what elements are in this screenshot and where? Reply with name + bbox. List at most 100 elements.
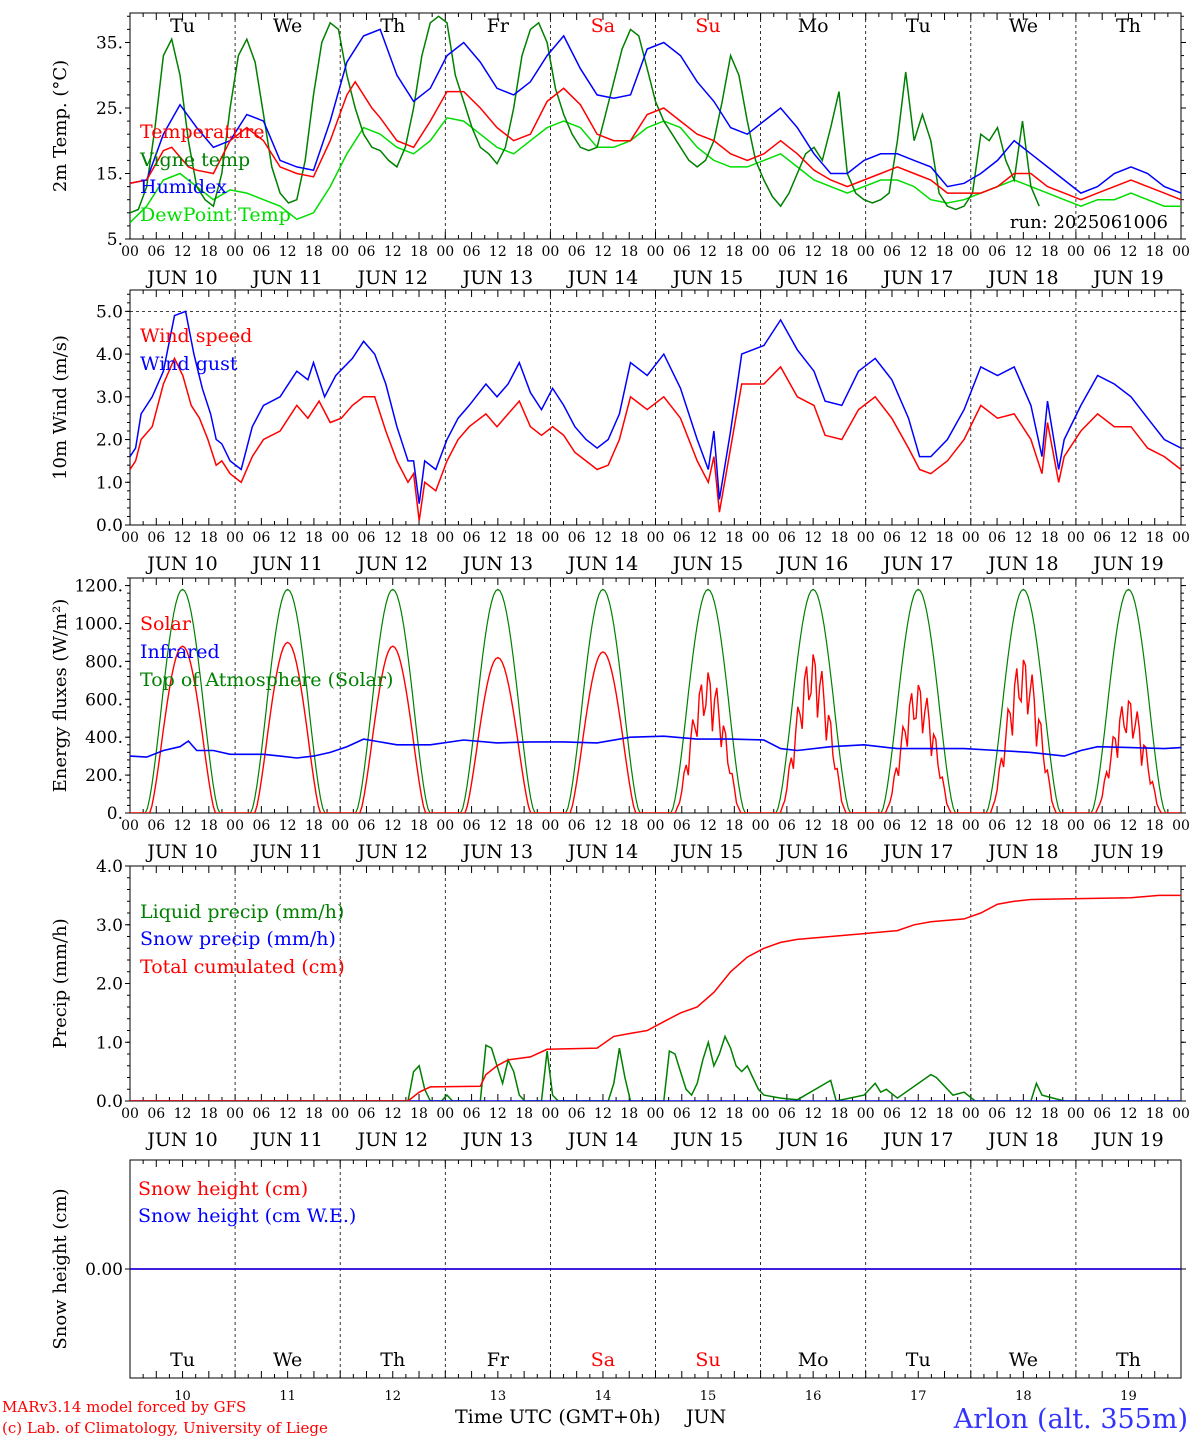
y-tick-label: 5. (107, 230, 123, 250)
y-tick-label: 2.0 (96, 431, 123, 451)
legend-entry: Top of Atmosphere (Solar) (140, 669, 393, 691)
day-number-label: 10 (174, 1389, 191, 1404)
hour-tick-label: 12 (1014, 818, 1032, 834)
day-name-label: Su (695, 1349, 720, 1371)
legend-entry: Temperature (140, 121, 264, 143)
station-label: Arlon (alt. 355m) (953, 1404, 1188, 1435)
hour-tick-label: 18 (410, 818, 428, 834)
y-tick-label: 0. (107, 804, 123, 824)
y-tick-label: 0.0 (96, 1092, 123, 1112)
hour-tick-label: 06 (147, 818, 165, 834)
date-label: JUN 16 (776, 267, 848, 289)
hour-tick-label: 06 (1093, 244, 1111, 260)
day-name-label: Tu (906, 1349, 931, 1371)
hour-tick-label: 00 (1067, 818, 1085, 834)
hour-tick-label: 06 (1093, 530, 1111, 546)
day-name-label: Th (380, 1349, 405, 1371)
hour-tick-label: 00 (541, 530, 559, 546)
day-name-label: Sa (591, 1349, 615, 1371)
date-label: JUN 15 (671, 267, 743, 289)
date-label: JUN 17 (881, 841, 953, 863)
y-axis-label: 2m Temp. (°C) (50, 60, 71, 192)
hour-tick-label: 06 (358, 1106, 376, 1122)
hour-tick-label: 00 (752, 1106, 770, 1122)
series-group (130, 310, 1181, 521)
y-tick-label: 3.0 (96, 388, 123, 408)
hour-tick-label: 00 (647, 818, 665, 834)
date-label: JUN 12 (356, 841, 428, 863)
hour-tick-label: 06 (778, 1106, 796, 1122)
y-tick-label: 4.0 (96, 345, 123, 365)
hour-tick-label: 18 (725, 818, 743, 834)
hour-tick-label: 06 (568, 244, 586, 260)
y-tick-label: 3.0 (96, 916, 123, 936)
hour-tick-label: 12 (174, 818, 192, 834)
hour-tick-label: 18 (410, 530, 428, 546)
hour-tick-label: 00 (1067, 1106, 1085, 1122)
hour-tick-label: 06 (358, 818, 376, 834)
hour-tick-label: 00 (962, 244, 980, 260)
hour-tick-label: 12 (804, 1106, 822, 1122)
date-label: JUN 16 (776, 1129, 848, 1151)
hour-tick-label: 12 (909, 1106, 927, 1122)
y-tick-label: 0.00 (85, 1260, 123, 1280)
day-number-label: 15 (700, 1389, 717, 1404)
hour-tick-label: 00 (1172, 818, 1190, 834)
hour-tick-label: 06 (883, 244, 901, 260)
y-tick-label: 25. (96, 99, 123, 119)
hour-tick-label: 18 (200, 244, 218, 260)
date-label: JUN 17 (881, 553, 953, 575)
hour-tick-label: 00 (752, 244, 770, 260)
date-label: JUN 18 (986, 1129, 1058, 1151)
hour-tick-label: 06 (252, 244, 270, 260)
hour-tick-label: 18 (200, 818, 218, 834)
hour-tick-label: 06 (147, 530, 165, 546)
date-label: JUN 18 (986, 841, 1058, 863)
hour-tick-label: 18 (515, 1106, 533, 1122)
day-name-label: Tu (906, 15, 931, 37)
y-axis-label: Precip (mm/h) (50, 918, 71, 1048)
hour-tick-label: 18 (1041, 818, 1059, 834)
y-tick-label: 1.0 (96, 473, 123, 493)
x-axis-label: Time UTC (GMT+0h) (455, 1406, 661, 1428)
hour-tick-label: 12 (804, 530, 822, 546)
hour-tick-label: 12 (594, 1106, 612, 1122)
hour-tick-label: 06 (252, 1106, 270, 1122)
day-name-label: We (1009, 15, 1038, 37)
date-label: JUN 10 (145, 267, 217, 289)
date-label: JUN 10 (145, 841, 217, 863)
day-name-label: Su (695, 15, 720, 37)
legend-entry: Snow precip (mm/h) (140, 928, 336, 950)
hour-tick-label: 00 (1172, 530, 1190, 546)
hour-tick-label: 00 (331, 818, 349, 834)
date-label: JUN 19 (1091, 841, 1163, 863)
panel-precip: 0.0 1.0 2.0 3.0 4.0 Precip (mm/h) 00 06 12 18 JUN … (50, 857, 1190, 1151)
hour-tick-label: 00 (331, 244, 349, 260)
hour-tick-label: 18 (725, 1106, 743, 1122)
legend-entry: Snow height (cm) (138, 1178, 308, 1200)
y-axis-label: 10m Wind (m/s) (50, 335, 71, 480)
hour-tick-label: 00 (121, 1106, 139, 1122)
hour-tick-label: 18 (1041, 1106, 1059, 1122)
y-axis-label: Snow height (cm) (50, 1188, 71, 1349)
hour-tick-label: 06 (988, 818, 1006, 834)
hour-tick-label: 00 (857, 244, 875, 260)
hour-tick-label: 12 (909, 244, 927, 260)
hour-tick-label: 18 (831, 818, 849, 834)
hour-tick-label: 00 (226, 244, 244, 260)
legend-entry: Solar (140, 613, 192, 635)
hour-tick-label: 18 (1146, 530, 1164, 546)
hour-tick-label: 12 (1120, 244, 1138, 260)
hour-tick-label: 12 (594, 244, 612, 260)
hour-tick-label: 00 (962, 530, 980, 546)
y-tick-label: 200. (85, 766, 123, 786)
y-tick-label: 1000. (74, 614, 123, 634)
hour-tick-label: 06 (673, 818, 691, 834)
hour-tick-label: 00 (121, 530, 139, 546)
hour-tick-label: 12 (804, 244, 822, 260)
day-name-label: Tu (170, 15, 195, 37)
y-tick-label: 1.0 (96, 1033, 123, 1053)
hour-tick-label: 06 (147, 1106, 165, 1122)
panel-wind: 0.0 1.0 2.0 3.0 4.0 5.0 10m Wind (m/s) 00 06 12 18… (50, 289, 1190, 575)
hour-tick-label: 12 (1014, 244, 1032, 260)
